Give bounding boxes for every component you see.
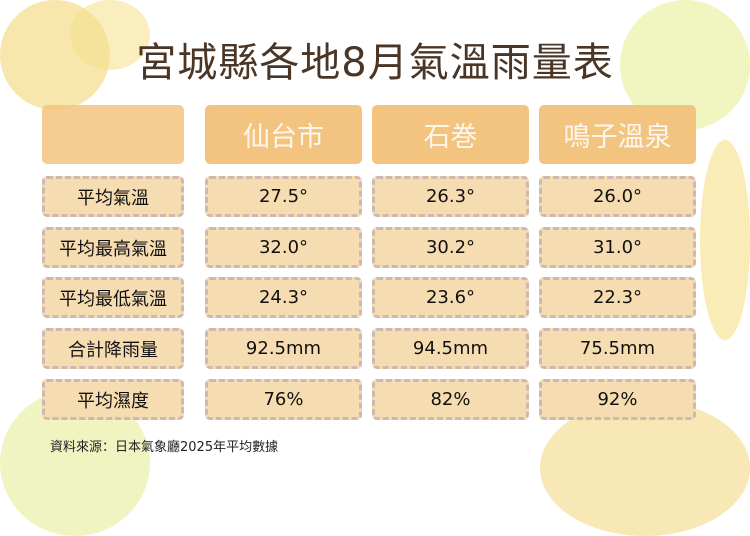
table-cell: 23.6° [372,277,529,318]
table-cell: 92% [539,379,696,420]
table-cell: 31.0° [539,227,696,268]
source-note: 資料來源：日本氣象廳2025年平均數據 [50,440,279,455]
flower-decoration [540,400,750,536]
row-label: 平均最低氣溫 [42,277,184,318]
table-cell: 82% [372,379,529,420]
table-cell: 22.3° [539,277,696,318]
table-cell: 92.5mm [205,328,362,369]
column-header [42,105,184,164]
column-header: 仙台市 [205,105,362,164]
flower-decoration [70,0,150,70]
table-cell: 26.3° [372,176,529,217]
column-header: 鳴子溫泉 [539,105,696,164]
row-label: 平均最高氣溫 [42,227,184,268]
row-label: 平均濕度 [42,379,184,420]
row-label: 平均氣溫 [42,176,184,217]
table-cell: 94.5mm [372,328,529,369]
table-cell: 24.3° [205,277,362,318]
table-cell: 75.5mm [539,328,696,369]
table-cell: 30.2° [372,227,529,268]
table-cell: 27.5° [205,176,362,217]
flower-decoration [700,140,750,340]
table-cell: 76% [205,379,362,420]
table-cell: 26.0° [539,176,696,217]
row-label: 合計降雨量 [42,328,184,369]
table-cell: 32.0° [205,227,362,268]
column-header: 石巻 [372,105,529,164]
page-title: 宮城縣各地8月氣溫雨量表 [136,40,614,86]
